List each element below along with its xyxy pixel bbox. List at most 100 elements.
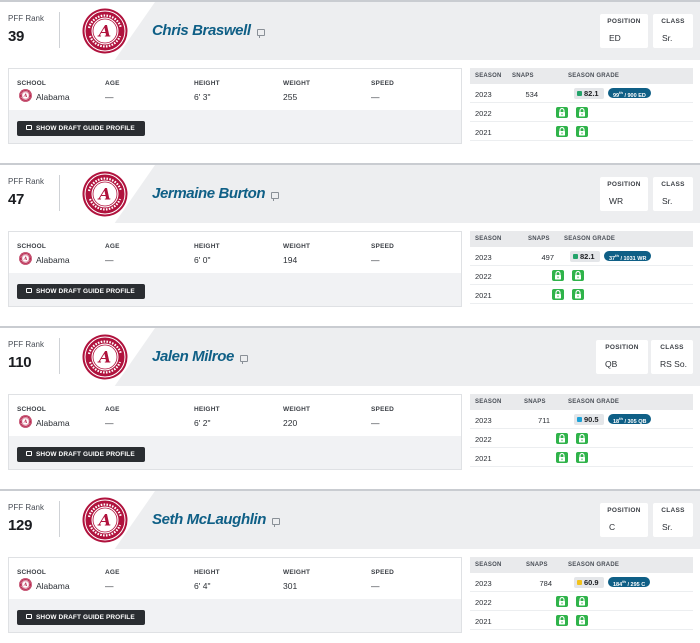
lock-glyph-icon <box>559 616 565 625</box>
season-row: 2021 <box>470 611 693 630</box>
team-logo: A <box>82 334 128 380</box>
rank-ordinal: th <box>619 416 623 421</box>
locked-snaps-icon[interactable] <box>556 126 568 137</box>
card-top-border <box>0 489 700 491</box>
rank-number: 99 <box>613 92 620 99</box>
season-grade-chip: 82.1 <box>574 88 604 99</box>
position-value: C <box>609 522 616 532</box>
player-info-panel: SCHOOL Alabama AGE — HEIGHT 6' 4" WEIGHT 301 SPE… <box>8 557 462 633</box>
school-label: SCHOOL <box>17 80 47 87</box>
weight-value: 220 <box>283 418 298 428</box>
locked-snaps-icon[interactable] <box>552 289 564 300</box>
alabama-logo-icon: A <box>82 334 128 380</box>
height-label: HEIGHT <box>194 80 220 87</box>
school-logo: A <box>19 578 32 591</box>
player-header: PFF Rank 47 A Jermaine Burton POSITION WR CLAS… <box>0 165 700 223</box>
svg-text:A: A <box>23 419 28 425</box>
locked-snaps-icon[interactable] <box>556 433 568 444</box>
class-value: Sr. <box>662 522 673 532</box>
player-name-link[interactable]: Jalen Milroe <box>152 348 234 365</box>
card-top-border <box>0 326 700 328</box>
locked-grade-icon[interactable] <box>572 289 584 300</box>
school-logo: A <box>19 89 32 102</box>
pff-rank-value: 110 <box>8 354 32 371</box>
school-value: Alabama <box>36 92 70 102</box>
position-label: POSITION <box>605 344 639 351</box>
lock-glyph-icon <box>559 108 565 117</box>
season-row: 2022 <box>470 592 693 611</box>
pff-rank-label: PFF Rank <box>8 503 45 512</box>
locked-snaps-icon[interactable] <box>556 596 568 607</box>
show-draft-guide-profile-button[interactable]: SHOW DRAFT GUIDE PROFILE <box>17 447 145 462</box>
season-year: 2022 <box>475 109 492 118</box>
season-row: 2023 497 82.1 37th / 1031 WR <box>470 247 693 266</box>
show-draft-guide-profile-button[interactable]: SHOW DRAFT GUIDE PROFILE <box>17 610 145 625</box>
info-actions: SHOW DRAFT GUIDE PROFILE <box>9 273 461 306</box>
profile-card-icon[interactable] <box>240 355 248 364</box>
season-grades-table: SEASON SNAPS SEASON GRADE 2023 534 82.1 99th /… <box>470 68 693 144</box>
card-top-border <box>0 163 700 165</box>
player-header: PFF Rank 110 A Jalen Milroe POSITION QB CLASS R… <box>0 328 700 386</box>
age-value: — <box>105 255 114 265</box>
alabama-small-logo-icon: A <box>19 578 32 591</box>
snaps-value: 784 <box>539 579 552 588</box>
speed-label: SPEED <box>371 80 395 87</box>
locked-grade-icon[interactable] <box>572 270 584 281</box>
lock-glyph-icon <box>579 127 585 136</box>
profile-card-icon[interactable] <box>271 192 279 201</box>
position-rank-pill: 18th / 305 QB <box>608 414 652 425</box>
player-name-link[interactable]: Chris Braswell <box>152 22 251 39</box>
grades-header: SEASON SNAPS SEASON GRADE <box>470 68 693 84</box>
school-value: Alabama <box>36 581 70 591</box>
grades-header: SEASON SNAPS SEASON GRADE <box>470 231 693 247</box>
svg-text:A: A <box>97 511 111 530</box>
snaps-col-header: SNAPS <box>526 562 548 568</box>
player-info-panel: SCHOOL Alabama AGE — HEIGHT 6' 3" WEIGHT 255 SPE… <box>8 68 462 144</box>
weight-value: 194 <box>283 255 298 265</box>
season-year: 2021 <box>475 454 492 463</box>
locked-grade-icon[interactable] <box>576 126 588 137</box>
locked-snaps-icon[interactable] <box>556 107 568 118</box>
locked-grade-icon[interactable] <box>576 107 588 118</box>
svg-text:A: A <box>97 348 111 367</box>
profile-card-icon[interactable] <box>257 29 265 38</box>
season-year: 2022 <box>475 598 492 607</box>
info-actions: SHOW DRAFT GUIDE PROFILE <box>9 110 461 143</box>
pff-rank-label: PFF Rank <box>8 14 45 23</box>
position-value: ED <box>609 33 621 43</box>
locked-grade-icon[interactable] <box>576 433 588 444</box>
locked-grade-icon[interactable] <box>576 615 588 626</box>
locked-grade-icon[interactable] <box>576 452 588 463</box>
locked-snaps-icon[interactable] <box>552 270 564 281</box>
player-header: PFF Rank 39 A Chris Braswell POSITION ED CLASS… <box>0 2 700 60</box>
player-card: PFF Rank 47 A Jermaine Burton POSITION WR CLAS… <box>0 163 700 315</box>
player-info-panel: SCHOOL Alabama AGE — HEIGHT 6' 0" WEIGHT 194 SPE… <box>8 231 462 307</box>
locked-snaps-icon[interactable] <box>556 452 568 463</box>
position-label: POSITION <box>607 507 641 514</box>
rank-total: / 295 C <box>627 581 646 588</box>
show-draft-guide-profile-button[interactable]: SHOW DRAFT GUIDE PROFILE <box>17 284 145 299</box>
school-label: SCHOOL <box>17 569 47 576</box>
height-value: 6' 4" <box>194 581 211 591</box>
rank-total: / 1031 WR <box>620 255 647 262</box>
season-row: 2021 <box>470 122 693 141</box>
locked-grade-icon[interactable] <box>576 596 588 607</box>
speed-value: — <box>371 581 380 591</box>
draft-button-label: SHOW DRAFT GUIDE PROFILE <box>36 125 135 132</box>
season-grade-value: 60.9 <box>584 578 599 587</box>
age-label: AGE <box>105 569 120 576</box>
locked-snaps-icon[interactable] <box>556 615 568 626</box>
alabama-logo-icon: A <box>82 171 128 217</box>
player-name-link[interactable]: Jermaine Burton <box>152 185 266 202</box>
speed-value: — <box>371 418 380 428</box>
class-value: Sr. <box>662 33 673 43</box>
card-top-border <box>0 0 700 2</box>
rank-divider <box>59 338 60 374</box>
show-draft-guide-profile-button[interactable]: SHOW DRAFT GUIDE PROFILE <box>17 121 145 136</box>
player-name-link[interactable]: Seth McLaughlin <box>152 511 267 528</box>
profile-card-icon[interactable] <box>272 518 280 527</box>
position-box: POSITION WR <box>600 177 648 211</box>
age-value: — <box>105 581 114 591</box>
season-row: 2023 711 90.5 18th / 305 QB <box>470 410 693 429</box>
season-grade-chip: 82.1 <box>570 251 600 262</box>
